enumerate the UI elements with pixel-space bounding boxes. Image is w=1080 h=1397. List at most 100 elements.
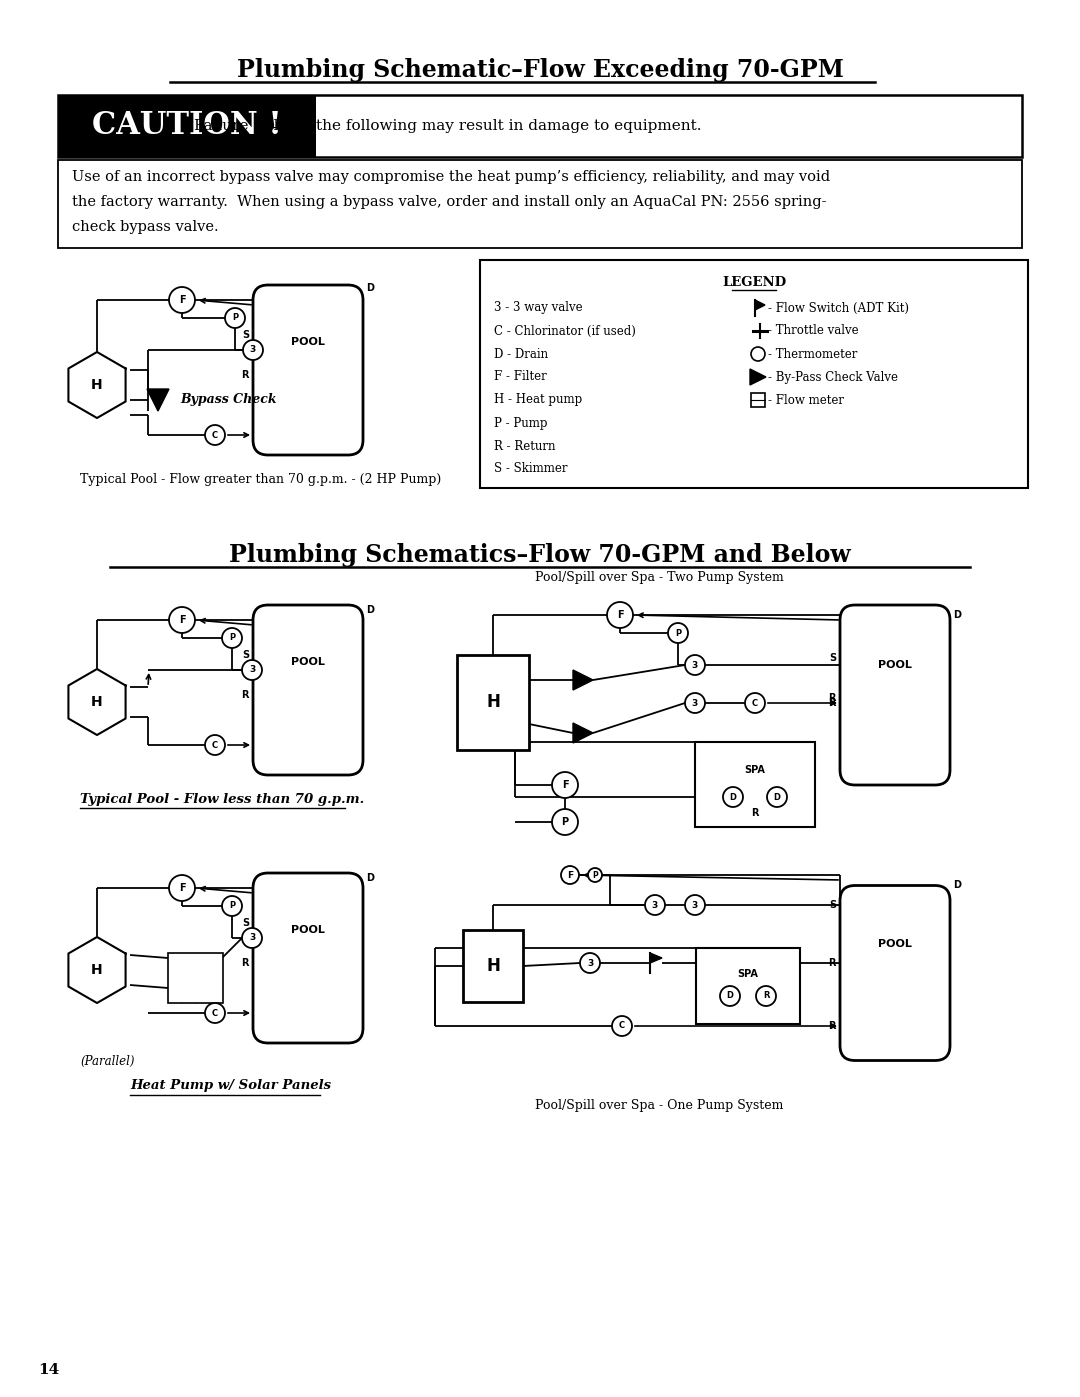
Text: H - Heat pump: H - Heat pump xyxy=(494,394,582,407)
Text: F: F xyxy=(617,610,623,620)
Circle shape xyxy=(242,659,262,680)
Circle shape xyxy=(561,866,579,884)
Text: S: S xyxy=(242,650,249,659)
Text: 3: 3 xyxy=(248,665,255,675)
Text: Plumbing Schematics–Flow 70-GPM and Below: Plumbing Schematics–Flow 70-GPM and Belo… xyxy=(229,543,851,567)
Text: check bypass valve.: check bypass valve. xyxy=(72,219,218,235)
Text: D: D xyxy=(727,992,733,1000)
Circle shape xyxy=(685,693,705,712)
Text: Plumbing Schematic–Flow Exceeding 70-GPM: Plumbing Schematic–Flow Exceeding 70-GPM xyxy=(237,59,843,82)
Circle shape xyxy=(168,875,195,901)
Circle shape xyxy=(669,623,688,643)
Text: F - Filter: F - Filter xyxy=(494,370,546,384)
Text: D: D xyxy=(773,792,781,802)
Text: - Thermometer: - Thermometer xyxy=(768,348,858,360)
Bar xyxy=(167,953,222,1003)
Text: Use of an incorrect bypass valve may compromise the heat pump’s efficiency, reli: Use of an incorrect bypass valve may com… xyxy=(72,170,831,184)
Text: F: F xyxy=(562,780,568,789)
Text: R: R xyxy=(242,690,249,700)
Polygon shape xyxy=(573,671,593,690)
Text: Typical Pool - Flow less than 70 g.p.m.: Typical Pool - Flow less than 70 g.p.m. xyxy=(80,793,364,806)
Polygon shape xyxy=(573,724,593,743)
Text: POOL: POOL xyxy=(878,659,912,671)
Polygon shape xyxy=(68,937,125,1003)
Text: - Flow Switch (ADT Kit): - Flow Switch (ADT Kit) xyxy=(768,302,909,314)
FancyBboxPatch shape xyxy=(253,873,363,1044)
Circle shape xyxy=(222,895,242,916)
Circle shape xyxy=(205,425,225,446)
Text: R: R xyxy=(752,807,759,819)
Text: P: P xyxy=(229,901,235,911)
FancyBboxPatch shape xyxy=(253,605,363,775)
Text: 3: 3 xyxy=(692,661,698,669)
Circle shape xyxy=(723,787,743,807)
Text: C: C xyxy=(212,1009,218,1017)
Circle shape xyxy=(242,928,262,949)
Circle shape xyxy=(756,986,777,1006)
Text: D: D xyxy=(366,284,374,293)
Text: D - Drain: D - Drain xyxy=(494,348,549,360)
Text: Failure to heed the following may result in damage to equipment.: Failure to heed the following may result… xyxy=(194,119,702,133)
Polygon shape xyxy=(147,388,168,411)
Circle shape xyxy=(685,895,705,915)
Text: 3: 3 xyxy=(248,933,255,943)
Text: Pool/Spill over Spa - One Pump System: Pool/Spill over Spa - One Pump System xyxy=(535,1099,783,1112)
Text: P: P xyxy=(562,817,568,827)
Polygon shape xyxy=(755,300,765,310)
Text: C: C xyxy=(752,698,758,707)
Circle shape xyxy=(745,693,765,712)
Circle shape xyxy=(720,986,740,1006)
Text: CAUTION !: CAUTION ! xyxy=(92,110,282,141)
Text: F: F xyxy=(178,883,186,893)
Text: F: F xyxy=(567,870,573,880)
Bar xyxy=(58,95,316,156)
Text: H: H xyxy=(91,694,103,710)
Text: 3 - 3 way valve: 3 - 3 way valve xyxy=(494,302,582,314)
Text: D: D xyxy=(366,873,374,883)
Polygon shape xyxy=(650,953,662,963)
Text: POOL: POOL xyxy=(292,337,325,346)
Text: Pool/Spill over Spa - Two Pump System: Pool/Spill over Spa - Two Pump System xyxy=(535,571,784,584)
Text: R: R xyxy=(762,992,769,1000)
Text: D: D xyxy=(953,880,961,890)
FancyBboxPatch shape xyxy=(840,886,950,1060)
Text: H: H xyxy=(91,379,103,393)
Text: P: P xyxy=(675,629,681,637)
Circle shape xyxy=(243,339,264,360)
Circle shape xyxy=(552,809,578,835)
Bar xyxy=(58,161,1022,249)
Bar xyxy=(480,260,1028,488)
Text: 3: 3 xyxy=(586,958,593,968)
Text: S - Skimmer: S - Skimmer xyxy=(494,462,567,475)
Text: H: H xyxy=(91,963,103,977)
Text: P: P xyxy=(232,313,238,323)
FancyBboxPatch shape xyxy=(840,605,950,785)
Polygon shape xyxy=(68,352,125,418)
Circle shape xyxy=(612,1016,632,1037)
Circle shape xyxy=(205,1003,225,1023)
Text: S: S xyxy=(828,900,836,909)
Text: P: P xyxy=(592,870,598,880)
Text: D: D xyxy=(366,605,374,615)
Text: - Throttle valve: - Throttle valve xyxy=(768,324,859,338)
Bar xyxy=(58,95,1022,156)
Circle shape xyxy=(767,787,787,807)
Text: R: R xyxy=(242,958,249,968)
Text: F: F xyxy=(178,615,186,624)
Text: H: H xyxy=(486,693,500,711)
Circle shape xyxy=(645,895,665,915)
Text: POOL: POOL xyxy=(878,939,912,949)
Text: 3: 3 xyxy=(692,901,698,909)
Text: D: D xyxy=(953,610,961,620)
Text: C: C xyxy=(619,1021,625,1031)
Text: - Flow meter: - Flow meter xyxy=(768,394,843,407)
Text: F: F xyxy=(178,295,186,305)
Text: POOL: POOL xyxy=(292,657,325,666)
Circle shape xyxy=(205,735,225,754)
Circle shape xyxy=(225,307,245,328)
Polygon shape xyxy=(750,369,766,386)
Text: R: R xyxy=(828,958,836,968)
Text: R - Return: R - Return xyxy=(494,440,555,453)
Bar xyxy=(457,655,529,750)
Polygon shape xyxy=(68,669,125,735)
